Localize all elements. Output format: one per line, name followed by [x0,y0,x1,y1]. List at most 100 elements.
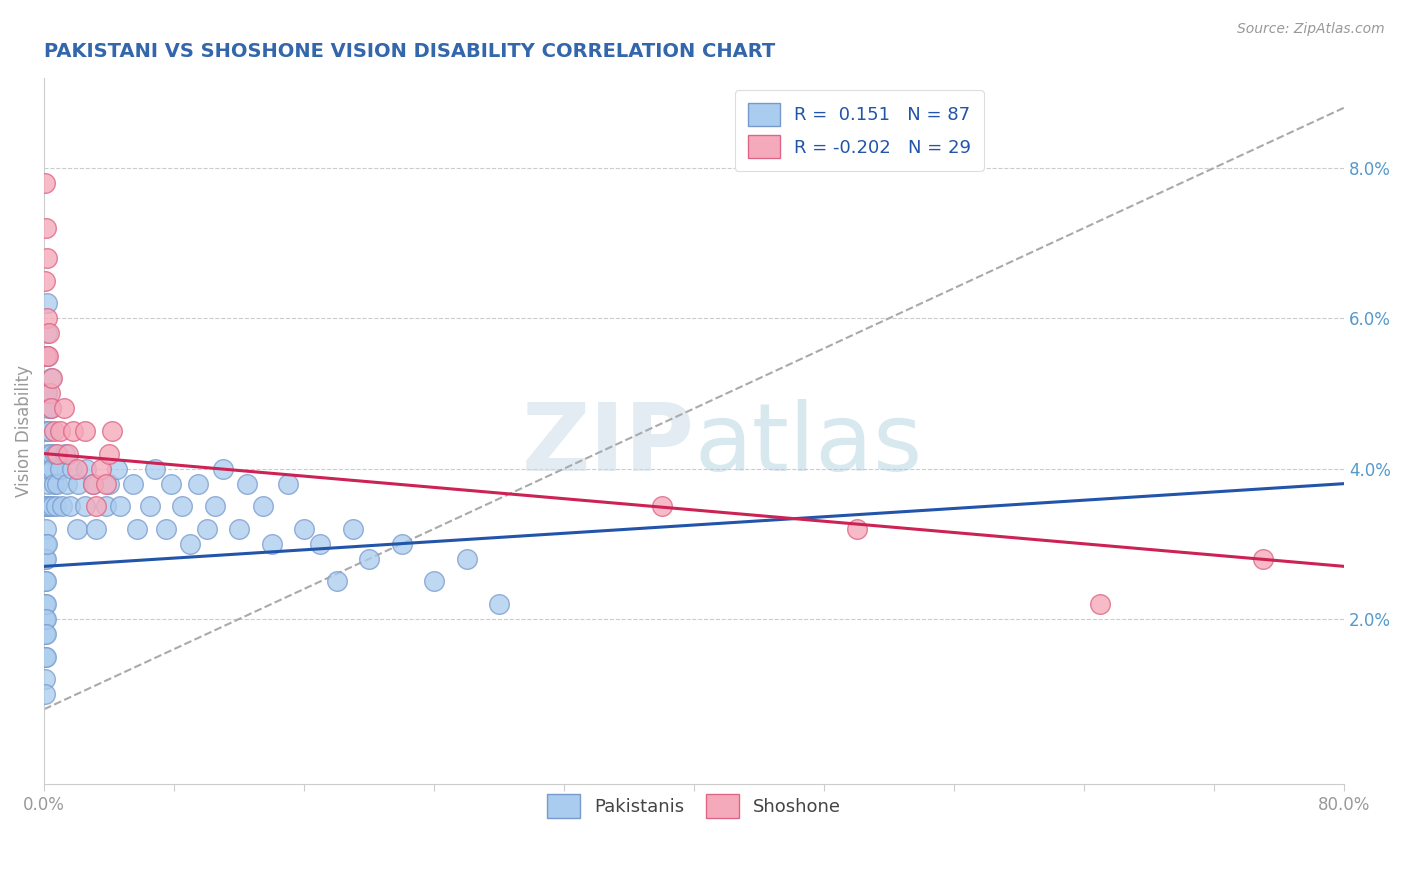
Point [143,461,166,475]
Point [37,349,59,363]
Point [651,499,673,513]
Point [37,446,59,460]
Point [1251,552,1274,566]
Point [42,476,65,491]
Point [38,326,60,341]
Point [204,499,226,513]
Point [65,461,87,475]
Point [260,537,283,551]
Point [37,424,59,438]
Point [179,537,201,551]
Point [34,687,56,701]
Point [423,574,446,589]
Point [125,522,148,536]
Point [101,424,124,438]
Point [34,574,56,589]
Point [342,522,364,536]
Point [309,537,332,551]
Point [34,552,56,566]
Point [456,552,478,566]
Point [35,552,58,566]
Point [41,371,63,385]
Point [35,522,58,536]
Y-axis label: Vision Disability: Vision Disability [15,365,32,497]
Point [58,446,80,460]
Legend: Pakistanis, Shoshone: Pakistanis, Shoshone [540,788,848,825]
Text: atlas: atlas [695,399,922,491]
Point [73,499,96,513]
Point [34,274,56,288]
Point [122,476,145,491]
Point [110,499,132,513]
Point [292,522,315,536]
Point [82,476,104,491]
Point [37,251,59,265]
Point [35,499,58,513]
Point [325,574,347,589]
Point [51,499,73,513]
Point [59,499,82,513]
Point [84,499,107,513]
Point [56,476,79,491]
Text: Source: ZipAtlas.com: Source: ZipAtlas.com [1237,22,1385,37]
Point [38,461,60,475]
Point [359,552,381,566]
Point [62,424,84,438]
Point [277,476,299,491]
Point [42,424,65,438]
Point [37,401,59,416]
Point [35,386,58,401]
Point [45,499,67,513]
Point [212,461,235,475]
Point [41,461,63,475]
Point [39,371,62,385]
Point [172,499,194,513]
Point [34,612,56,626]
Point [35,612,58,626]
Point [98,446,121,460]
Point [35,311,58,326]
Point [41,499,63,513]
Point [90,461,112,475]
Point [94,476,117,491]
Point [98,476,121,491]
Point [60,461,83,475]
Point [53,446,76,460]
Point [228,522,250,536]
Point [35,499,58,513]
Point [35,424,58,438]
Point [35,627,58,641]
Point [75,461,97,475]
Point [195,522,218,536]
Point [82,476,104,491]
Point [37,326,59,341]
Point [37,386,59,401]
Point [34,627,56,641]
Point [35,221,58,235]
Point [105,461,128,475]
Point [35,349,58,363]
Point [35,349,58,363]
Point [73,424,96,438]
Point [34,597,56,611]
Point [155,522,177,536]
Point [38,499,60,513]
Point [39,401,62,416]
Point [35,597,58,611]
Point [35,461,58,475]
Point [35,574,58,589]
Point [37,476,59,491]
Point [35,537,58,551]
Point [39,446,62,460]
Point [391,537,413,551]
Point [67,476,90,491]
Text: ZIP: ZIP [522,399,695,491]
Point [1090,597,1112,611]
Point [38,424,60,438]
Point [49,461,72,475]
Point [44,446,66,460]
Point [34,176,56,190]
Point [38,386,60,401]
Point [488,597,510,611]
Point [46,476,69,491]
